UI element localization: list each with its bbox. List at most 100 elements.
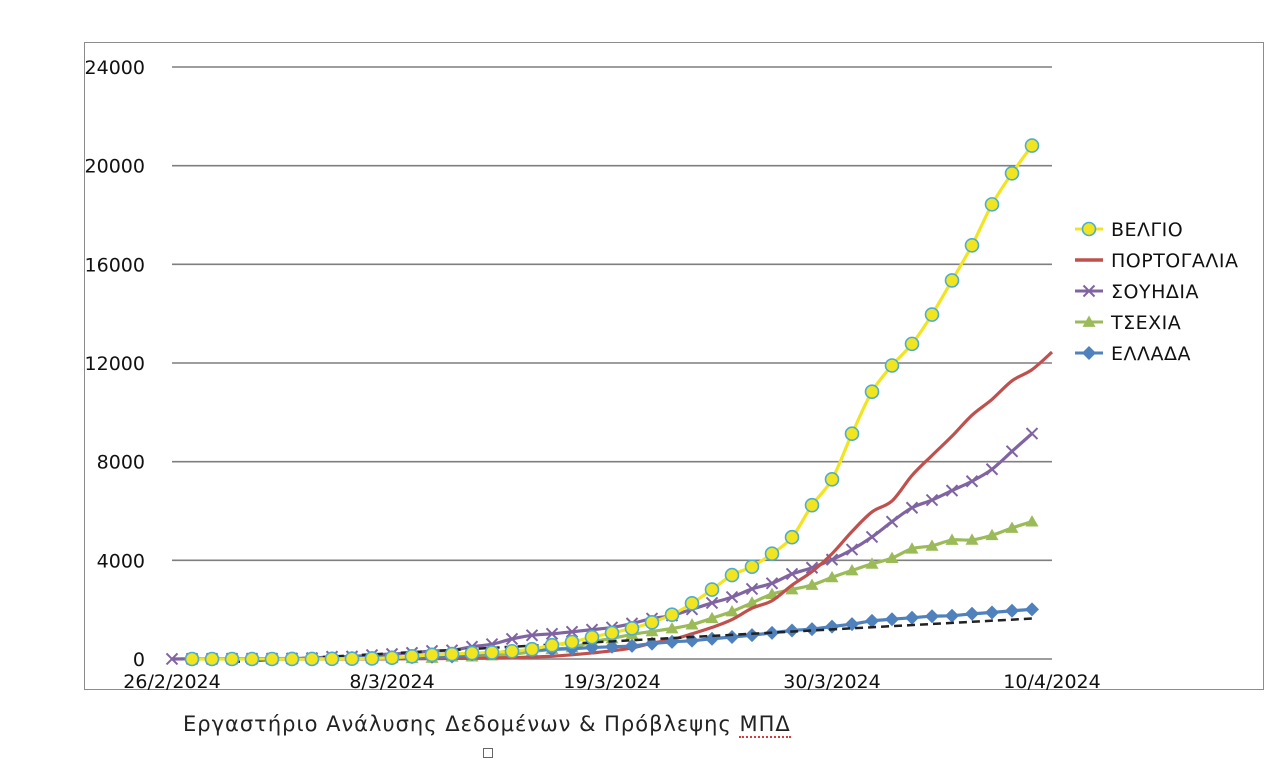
y-tick-label: 0 [133, 649, 145, 671]
caption-text: Εργαστήριο Ανάλυσης Δεδομένων & Πρόβλεψη… [183, 712, 740, 736]
data-point [985, 463, 999, 476]
data-point [965, 533, 979, 545]
data-point [785, 567, 799, 581]
legend-label: ΤΣΕΧΙΑ [1110, 312, 1181, 334]
data-point [364, 651, 380, 666]
data-point [424, 647, 440, 663]
chart: 0 4000 8000 12000 16000 20000 24000 26/2/2024 8/… [85, 57, 1238, 691]
data-point [404, 649, 420, 664]
data-point [885, 612, 899, 627]
data-point [965, 606, 979, 621]
data-point [685, 618, 699, 630]
data-point [384, 650, 400, 666]
data-point [505, 632, 519, 646]
data-point [905, 610, 919, 625]
legend-item: ΒΕΛΓΙΟ [1075, 219, 1183, 241]
x-tick-label: 30/3/2024 [783, 671, 880, 691]
small-box-icon [483, 748, 493, 758]
data-point [784, 529, 800, 545]
data-point [804, 497, 820, 513]
data-point [705, 596, 719, 610]
data-point [705, 611, 719, 624]
data-point [644, 615, 660, 630]
data-point [805, 561, 819, 574]
data-point [264, 651, 280, 667]
data-point [845, 543, 859, 556]
data-point [824, 472, 840, 487]
data-point [865, 530, 879, 544]
y-tick-label: 20000 [85, 156, 145, 178]
data-point [165, 652, 179, 666]
data-point [1025, 602, 1039, 617]
data-point [805, 622, 819, 637]
y-tick-label: 12000 [85, 353, 145, 375]
data-point [904, 336, 920, 352]
data-point [524, 641, 540, 657]
y-tick-label: 4000 [97, 550, 145, 572]
data-point [945, 484, 959, 497]
trendline [231, 617, 1033, 664]
data-point [604, 625, 620, 641]
data-point [945, 533, 959, 545]
data-point [985, 528, 999, 541]
y-tick-label: 24000 [85, 57, 145, 79]
y-tick-label: 16000 [85, 254, 145, 276]
series-line [191, 144, 1034, 661]
data-point [665, 622, 679, 634]
series-line [171, 432, 1034, 661]
data-point [925, 609, 939, 624]
data-point [745, 628, 759, 643]
legend-marker [1081, 221, 1097, 237]
data-point [684, 596, 700, 611]
data-point [945, 608, 959, 623]
data-point [284, 651, 300, 667]
legend-item: ΤΣΕΧΙΑ [1075, 312, 1181, 334]
data-point [825, 619, 839, 634]
data-point [1004, 165, 1020, 181]
data-point [725, 629, 739, 644]
data-point [1025, 427, 1039, 440]
data-point [504, 643, 520, 659]
data-point [825, 570, 839, 583]
data-point [964, 238, 980, 253]
data-point [885, 551, 899, 563]
data-point [984, 197, 1000, 212]
data-point [905, 501, 919, 514]
data-point [444, 646, 460, 662]
data-point [204, 651, 220, 667]
data-point [745, 596, 759, 608]
chart-frame: 0 4000 8000 12000 16000 20000 24000 26/2/2024 8/… [84, 42, 1264, 691]
data-point [484, 645, 500, 660]
data-point [565, 625, 579, 639]
legend-item: ΣΟΥΗΔΙΑ [1075, 281, 1199, 303]
data-point [1005, 603, 1019, 618]
legend-label: ΣΟΥΗΔΙΑ [1111, 281, 1199, 303]
data-point [645, 624, 659, 637]
legend-marker [1082, 346, 1096, 360]
data-point [764, 546, 780, 561]
data-point [344, 651, 360, 666]
data-point [805, 578, 819, 590]
data-point [845, 563, 859, 576]
data-point [464, 645, 480, 661]
data-point [724, 567, 740, 583]
data-point [585, 640, 599, 655]
legend-item: ΕΛΛΑΔΑ [1075, 343, 1191, 365]
data-point [864, 384, 880, 400]
data-point [925, 539, 939, 551]
legend-label: ΒΕΛΓΙΟ [1111, 219, 1183, 241]
data-point [704, 582, 720, 597]
data-point [884, 358, 900, 373]
caption-mark: ΜΠΔ [739, 712, 791, 738]
data-point [224, 651, 240, 667]
data-point [584, 629, 600, 645]
data-point [765, 587, 779, 599]
data-point [304, 651, 320, 667]
data-point [885, 515, 899, 528]
series-2 [165, 427, 1039, 666]
data-point [924, 307, 940, 322]
legend-item: ΠΟΡΤΟΓΑΛΙΑ [1075, 250, 1238, 272]
data-point [625, 638, 639, 653]
data-point [1005, 445, 1019, 458]
data-point [605, 639, 619, 654]
